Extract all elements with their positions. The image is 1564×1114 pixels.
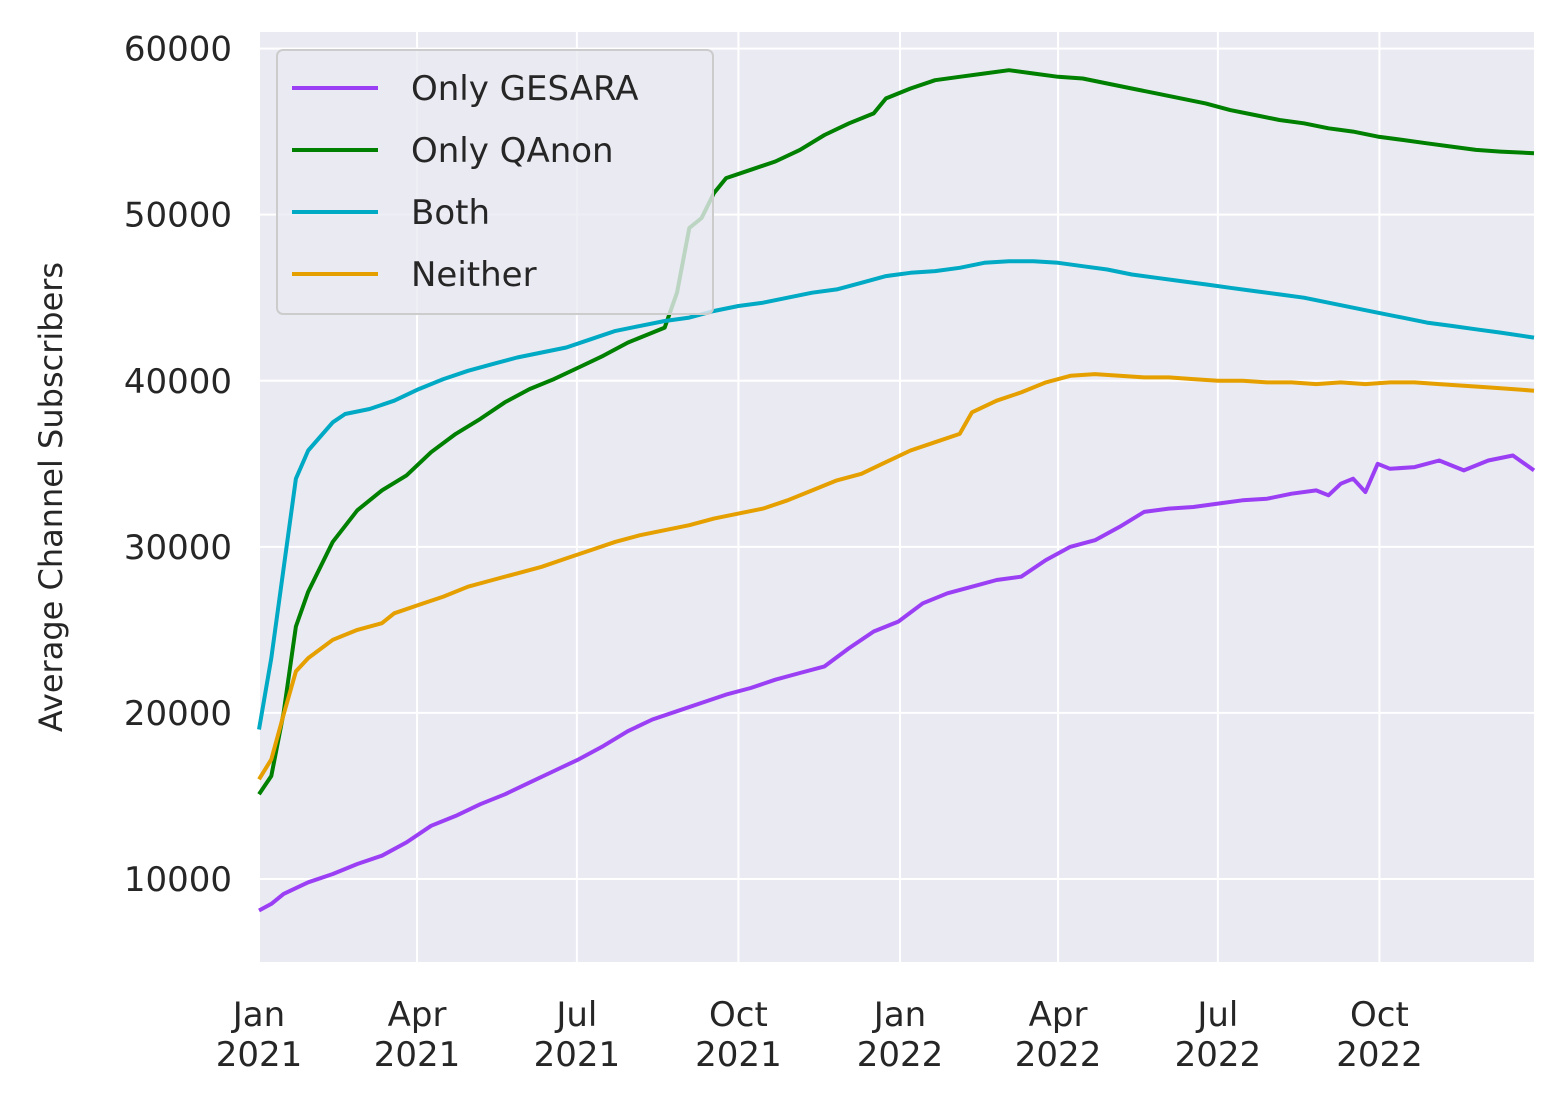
x-tick-label: Jan: [231, 995, 285, 1035]
x-tick-label: 2021: [695, 1035, 782, 1075]
y-tick-label: 60000: [124, 30, 232, 70]
x-tick-label: Oct: [1350, 995, 1409, 1035]
x-tick-label: 2021: [216, 1035, 303, 1075]
legend-label: Neither: [411, 255, 537, 295]
x-tick-label: 2021: [374, 1035, 461, 1075]
y-tick-label: 30000: [124, 528, 232, 568]
series-line: [257, 259, 1535, 730]
x-tick-label: Jan: [872, 995, 926, 1035]
legend: Only GESARA Only QAnon Both Neither: [276, 49, 714, 315]
x-tick-labels: Jan2021Apr2021Jul2021Oct2021Jan2022Apr20…: [216, 995, 1423, 1075]
y-tick-label: 10000: [124, 860, 232, 900]
legend-label: Only QAnon: [411, 131, 614, 171]
x-tick-label: Jul: [1195, 995, 1238, 1035]
x-tick-label: 2022: [1175, 1035, 1262, 1075]
x-tick-label: Apr: [388, 995, 447, 1035]
legend-label: Only GESARA: [411, 69, 639, 109]
x-tick-label: 2022: [1336, 1035, 1423, 1075]
y-tick-labels: 10000 20000 30000 40000 50000 60000: [124, 30, 232, 900]
y-tick-label: 40000: [124, 362, 232, 402]
x-tick-label: Jul: [554, 995, 597, 1035]
x-tick-label: 2021: [534, 1035, 621, 1075]
legend-box: [276, 49, 714, 315]
x-tick-label: 2022: [1015, 1035, 1102, 1075]
x-tick-label: Oct: [709, 995, 768, 1035]
y-tick-label: 20000: [124, 694, 232, 734]
y-tick-label: 50000: [124, 196, 232, 236]
series-lines: [257, 68, 1536, 913]
x-tick-label: 2022: [857, 1035, 944, 1075]
series-line: [257, 68, 1535, 796]
x-tick-label: Apr: [1029, 995, 1088, 1035]
legend-label: Both: [411, 193, 490, 233]
series-line: [258, 453, 1536, 913]
y-axis-label: Average Channel Subscribers: [32, 262, 70, 732]
series-line: [257, 372, 1535, 781]
